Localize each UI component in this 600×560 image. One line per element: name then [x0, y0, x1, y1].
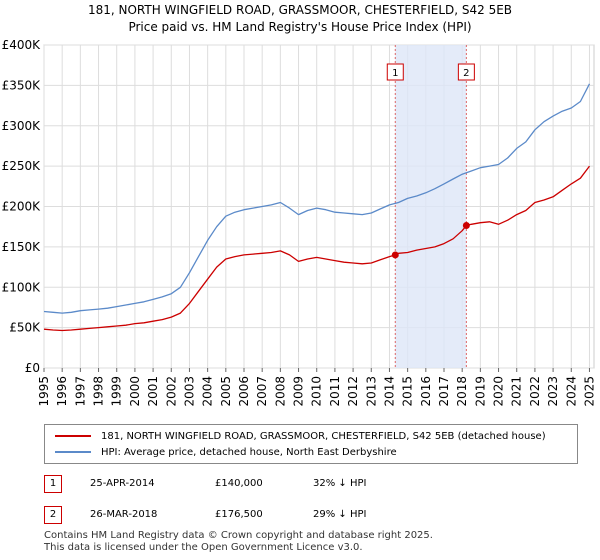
legend-item-hpi: HPI: Average price, detached house, Nort… — [55, 445, 397, 459]
x-tick-label: 2004 — [201, 376, 215, 407]
y-tick-label: £0 — [25, 361, 40, 375]
chart-title-line2: Price paid vs. HM Land Registry's House … — [128, 20, 472, 34]
x-tick-label: 2012 — [346, 376, 360, 407]
x-tick-label: 2013 — [364, 376, 378, 407]
x-tick-label: 2006 — [237, 376, 251, 407]
footer-licence: This data is licensed under the Open Gov… — [44, 542, 363, 553]
x-tick-label: 1998 — [92, 376, 106, 407]
x-tick-label: 2018 — [455, 376, 469, 407]
x-tick-label: 2002 — [164, 376, 178, 407]
legend-swatch-property — [55, 435, 91, 437]
marker-layer — [391, 221, 470, 259]
y-tick-label: £250K — [2, 159, 42, 173]
x-tick-label: 2017 — [437, 376, 451, 407]
x-tick-label: 2024 — [564, 376, 578, 407]
x-tick-label: 1999 — [110, 376, 124, 407]
sale-date: 25-APR-2014 — [90, 478, 155, 489]
sale-price: £176,500 — [215, 509, 263, 520]
y-tick-label: £200K — [2, 200, 42, 214]
y-tick-label: £300K — [2, 119, 42, 133]
sale-price: £140,000 — [215, 478, 263, 489]
sale-row: 2 26-MAR-2018 £176,500 29% ↓ HPI — [0, 506, 600, 528]
sale-box-label: 2 — [463, 68, 469, 79]
x-tick-label: 2023 — [546, 376, 560, 407]
chart-title-line1: 181, NORTH WINGFIELD ROAD, GRASSMOOR, CH… — [87, 3, 513, 17]
x-tick-label: 2016 — [419, 376, 433, 407]
x-tick-label: 2014 — [382, 376, 396, 407]
sale-number-badge: 2 — [44, 506, 62, 524]
x-tick-label: 2019 — [473, 376, 487, 407]
x-tick-label: 2020 — [492, 376, 506, 407]
x-tick-label: 2008 — [273, 376, 287, 407]
x-tick-label: 2025 — [582, 376, 596, 407]
sale-number-badge: 1 — [44, 475, 62, 493]
sale-point — [462, 221, 470, 229]
x-tick-label: 2009 — [292, 376, 306, 407]
y-tick-label: £150K — [2, 240, 42, 254]
footer: Contains HM Land Registry data © Crown c… — [44, 530, 433, 554]
sale-box — [386, 63, 404, 81]
footer-copyright: Contains HM Land Registry data © Crown c… — [44, 530, 433, 541]
legend-item-property: 181, NORTH WINGFIELD ROAD, GRASSMOOR, CH… — [55, 429, 546, 443]
x-tick-label: 2021 — [510, 376, 524, 407]
x-tick-label: 2010 — [310, 376, 324, 407]
x-tick-label: 2003 — [182, 376, 196, 407]
x-tick-label: 1996 — [55, 376, 69, 407]
y-tick-label: £100K — [2, 280, 42, 294]
hpi-line — [43, 83, 591, 314]
x-tick-label: 2011 — [328, 376, 342, 407]
sale-box-label: 1 — [392, 68, 398, 79]
x-tick-label: 2007 — [255, 376, 269, 407]
x-tick-label: 1997 — [73, 376, 87, 407]
sale-box — [457, 63, 475, 81]
x-tick-label: 2000 — [128, 376, 142, 407]
sale-hpi-diff: 29% ↓ HPI — [313, 509, 367, 520]
y-axis: £0 £50K £100K £150K £200K £250K £300K £350K £400… — [2, 38, 42, 375]
legend-label-property: 181, NORTH WINGFIELD ROAD, GRASSMOOR, CH… — [101, 430, 546, 442]
sale-row: 1 25-APR-2014 £140,000 32% ↓ HPI — [0, 475, 600, 497]
sale-hpi-diff: 32% ↓ HPI — [313, 478, 367, 489]
y-tick-label: £350K — [2, 78, 42, 92]
highlight-band — [395, 45, 467, 368]
legend-swatch-hpi — [55, 451, 91, 453]
legend-label-hpi: HPI: Average price, detached house, Nort… — [101, 446, 397, 458]
series-layer — [43, 83, 591, 332]
x-tick-label: 2015 — [401, 376, 415, 407]
property-price-line — [43, 165, 591, 332]
sale-date: 26-MAR-2018 — [90, 509, 158, 520]
legend: 181, NORTH WINGFIELD ROAD, GRASSMOOR, CH… — [44, 424, 578, 464]
x-tick-label: 2001 — [146, 376, 160, 407]
y-tick-label: £400K — [2, 38, 42, 52]
y-tick-label: £50K — [9, 321, 41, 335]
x-tick-label: 2005 — [219, 376, 233, 407]
sale-point — [391, 251, 399, 259]
x-tick-label: 1995 — [37, 376, 51, 407]
x-axis: 1995 1996 1997 1998 1999 2000 2001 2002 2003 2004… — [37, 368, 596, 407]
x-tick-label: 2022 — [528, 376, 542, 407]
grid — [43, 44, 595, 369]
